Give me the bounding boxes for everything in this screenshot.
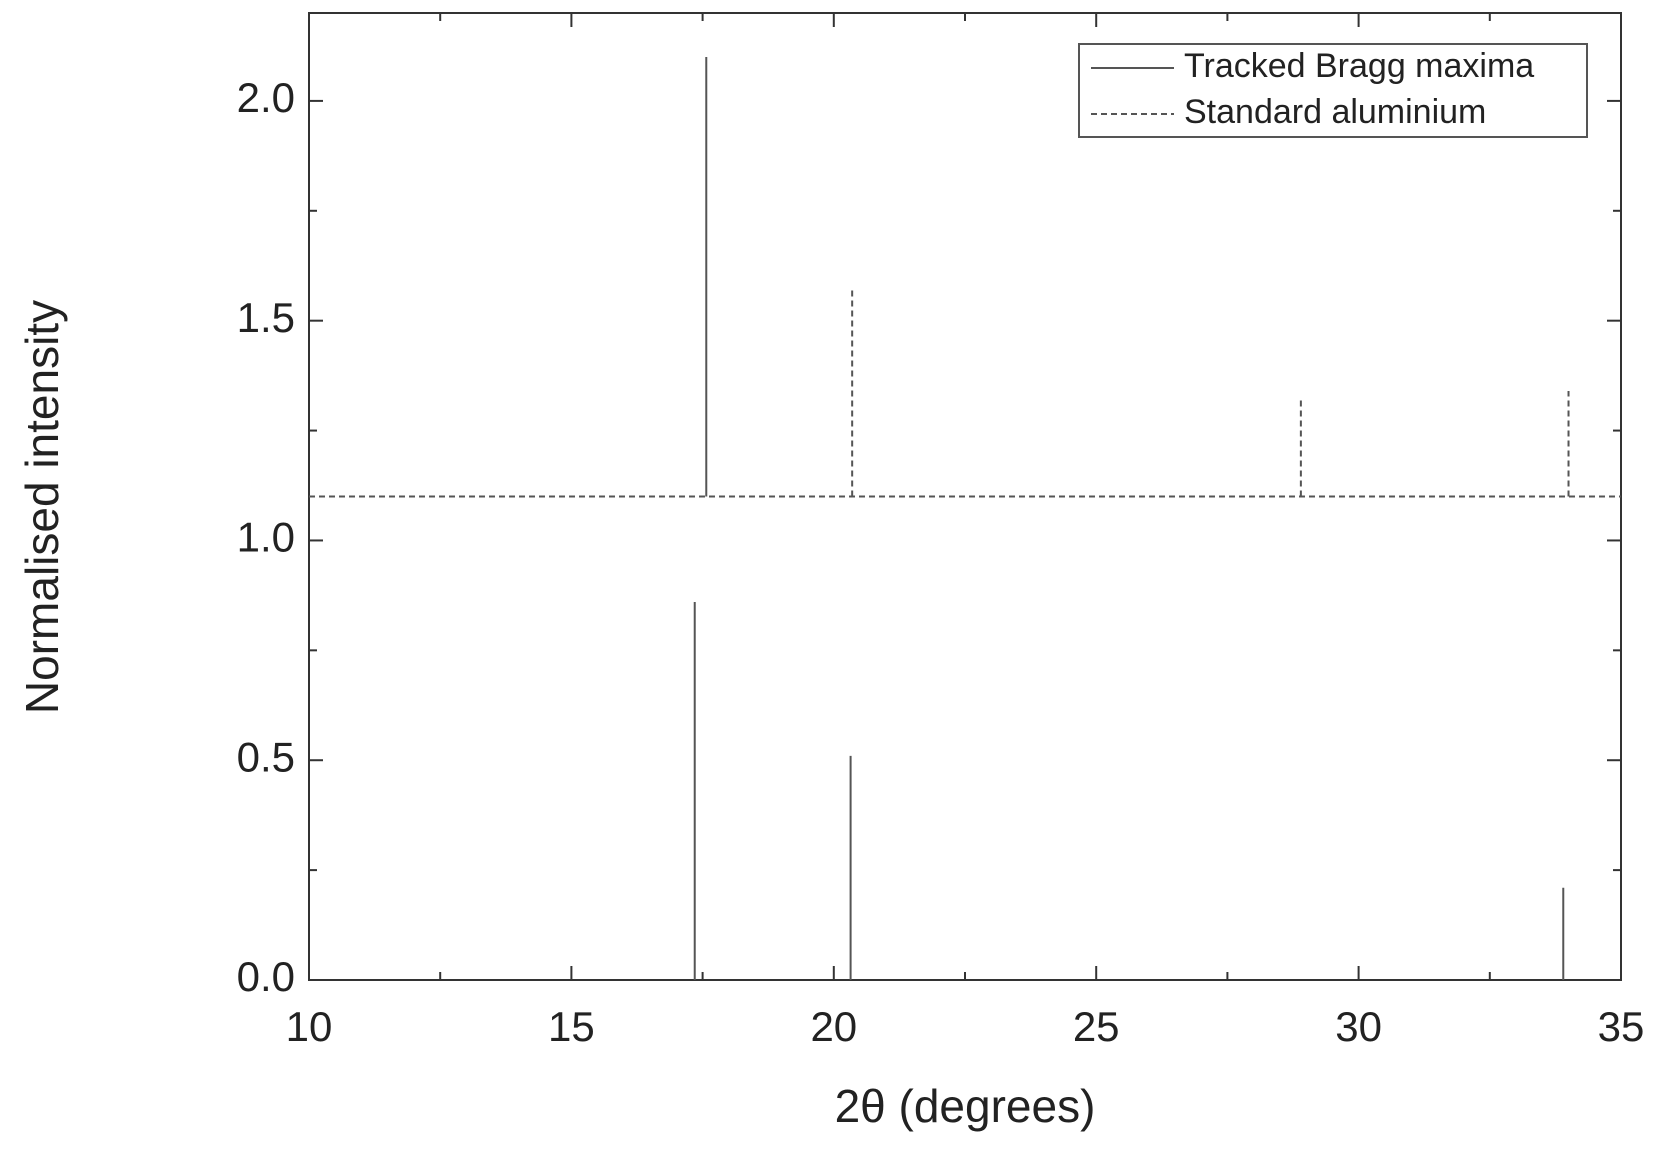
- y-tick-label: 1.0: [237, 514, 295, 561]
- y-tick-label: 2.0: [237, 74, 295, 121]
- legend-label: Standard aluminium: [1184, 93, 1486, 131]
- x-tick-label: 15: [548, 1003, 595, 1050]
- y-tick-label: 1.5: [237, 294, 295, 341]
- x-tick-label: 10: [286, 1003, 333, 1050]
- legend-box: [1078, 43, 1588, 138]
- legend-label: Tracked Bragg maxima: [1184, 47, 1534, 85]
- y-axis-title: Normalised intensity: [16, 300, 68, 714]
- x-tick-label: 30: [1335, 1003, 1382, 1050]
- y-tick-label: 0.0: [237, 953, 295, 1000]
- x-tick-label: 35: [1598, 1003, 1645, 1050]
- x-tick-label: 20: [810, 1003, 857, 1050]
- y-tick-label: 0.5: [237, 733, 295, 780]
- x-axis-title: 2θ (degrees): [835, 1080, 1096, 1132]
- x-tick-label: 25: [1073, 1003, 1120, 1050]
